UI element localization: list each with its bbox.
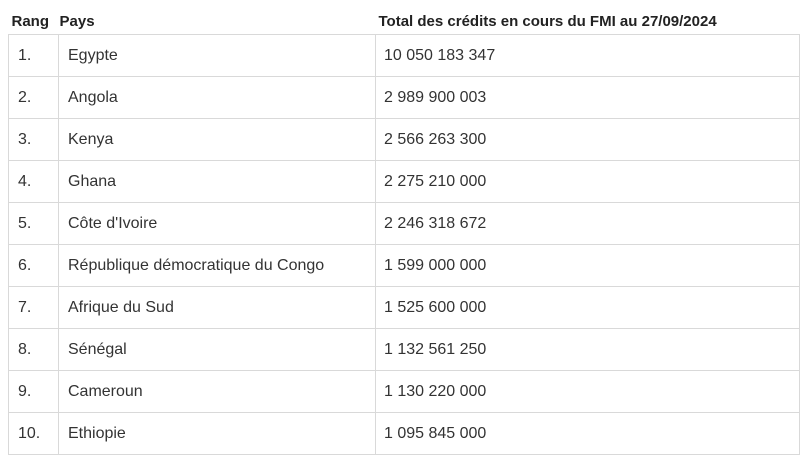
credit-cell: 1 095 845 000 xyxy=(375,412,800,455)
country-cell: Afrique du Sud xyxy=(58,286,376,329)
credit-cell: 2 275 210 000 xyxy=(375,160,800,203)
country-cell: Cameroun xyxy=(58,370,376,413)
rank-cell: 1. xyxy=(8,34,59,77)
table-row: 4. Ghana 2 275 210 000 xyxy=(8,160,800,203)
country-cell: Sénégal xyxy=(58,328,376,371)
header-credit: Total des crédits en cours du FMI au 27/… xyxy=(378,12,717,30)
header-row: Rang Pays Total des crédits en cours du … xyxy=(9,8,800,35)
credit-cell: 2 989 900 003 xyxy=(375,76,800,119)
country-cell: Kenya xyxy=(58,118,376,161)
rank-cell: 8. xyxy=(8,328,59,371)
rank-cell: 9. xyxy=(8,370,59,413)
rank-cell: 2. xyxy=(8,76,59,119)
credit-cell: 1 130 220 000 xyxy=(375,370,800,413)
table-row: 1. Egypte 10 050 183 347 xyxy=(8,34,800,77)
rank-cell: 5. xyxy=(8,202,59,245)
country-cell: Ethiopie xyxy=(58,412,376,455)
table-header: Rang Pays Total des crédits en cours du … xyxy=(9,8,800,35)
table-row: 6. République démocratique du Congo 1 59… xyxy=(8,244,800,287)
rank-cell: 10. xyxy=(8,412,59,455)
rank-cell: 3. xyxy=(8,118,59,161)
country-cell: Egypte xyxy=(58,34,376,77)
country-cell: Ghana xyxy=(58,160,376,203)
credit-cell: 10 050 183 347 xyxy=(375,34,800,77)
credit-cell: 2 566 263 300 xyxy=(375,118,800,161)
country-cell: Côte d'Ivoire xyxy=(58,202,376,245)
credit-cell: 2 246 318 672 xyxy=(375,202,800,245)
rank-cell: 4. xyxy=(8,160,59,203)
country-cell: Angola xyxy=(58,76,376,119)
rank-cell: 7. xyxy=(8,286,59,329)
table-body: 1. Egypte 10 050 183 347 2. Angola 2 989… xyxy=(8,34,800,455)
table-row: 10. Ethiopie 1 095 845 000 xyxy=(8,412,800,455)
table-row: 8. Sénégal 1 132 561 250 xyxy=(8,328,800,371)
table-row: 9. Cameroun 1 130 220 000 xyxy=(8,370,800,413)
table-row: 2. Angola 2 989 900 003 xyxy=(8,76,800,119)
rank-cell: 6. xyxy=(8,244,59,287)
table-row: 5. Côte d'Ivoire 2 246 318 672 xyxy=(8,202,800,245)
header-country: Pays xyxy=(59,12,95,30)
table-row: 7. Afrique du Sud 1 525 600 000 xyxy=(8,286,800,329)
credit-cell: 1 599 000 000 xyxy=(375,244,800,287)
credit-cell: 1 525 600 000 xyxy=(375,286,800,329)
credit-cell: 1 132 561 250 xyxy=(375,328,800,371)
country-cell: République démocratique du Congo xyxy=(58,244,376,287)
table-row: 3. Kenya 2 566 263 300 xyxy=(8,118,800,161)
imf-credit-table: Rang Pays Total des crédits en cours du … xyxy=(8,8,800,455)
header-rank: Rang xyxy=(11,12,50,30)
